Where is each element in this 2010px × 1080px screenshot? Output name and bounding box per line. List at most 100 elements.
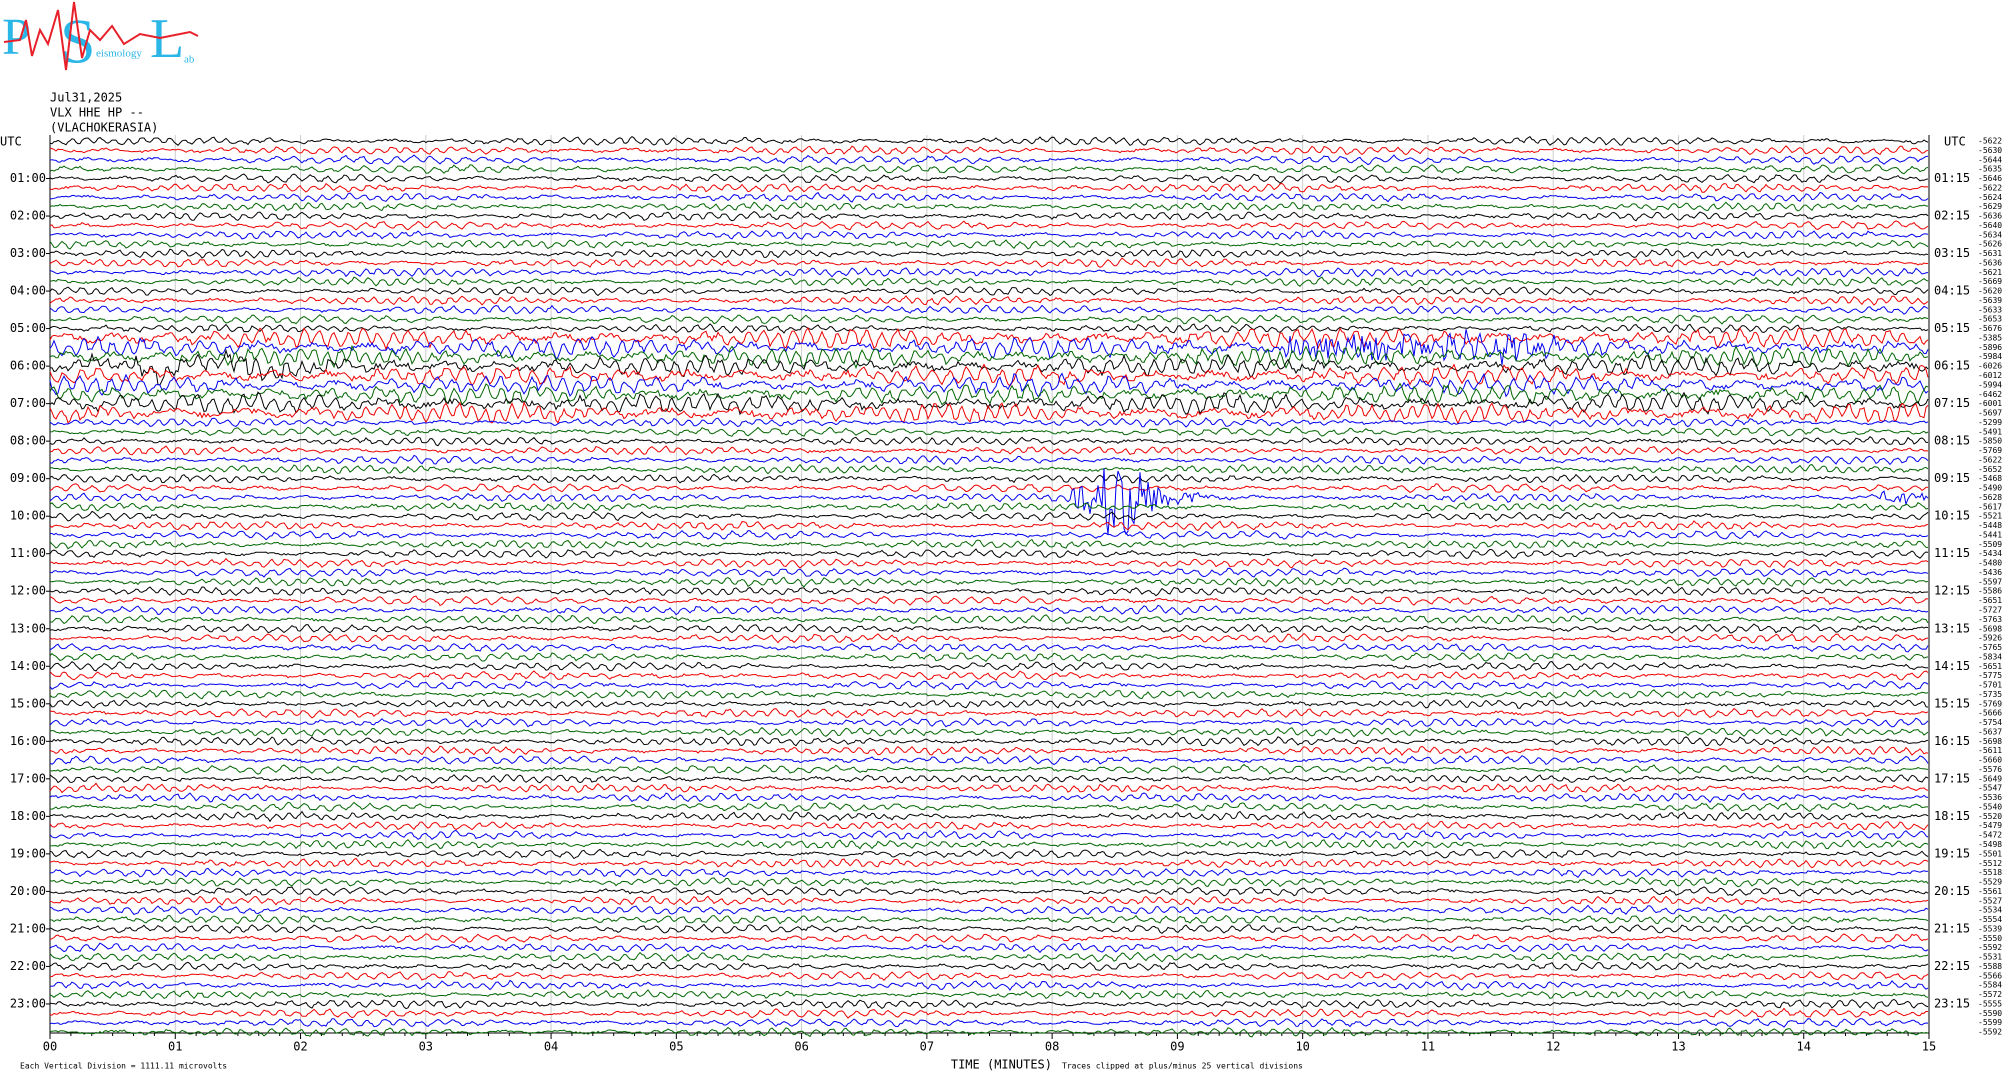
trace <box>49 323 1929 335</box>
trace <box>49 763 1929 775</box>
hour-label-right: 13:15 <box>1934 621 1970 635</box>
trace <box>50 229 1929 240</box>
trace <box>49 717 1929 728</box>
trace <box>49 417 1929 428</box>
hour-label-right: 17:15 <box>1934 771 1970 785</box>
x-tick-label: 03 <box>419 1040 433 1054</box>
hour-label-right: 08:15 <box>1934 434 1970 448</box>
traces <box>49 135 1929 1038</box>
trace-offset: -5501 <box>1978 849 2002 858</box>
trace <box>49 989 1929 1000</box>
trace-offset: -5498 <box>1978 840 2002 849</box>
trace <box>49 468 1929 536</box>
trace <box>49 182 1929 193</box>
trace-offset: -5491 <box>1978 427 2002 436</box>
hour-label: 23:00 <box>10 996 46 1010</box>
trace-offset: -5775 <box>1978 671 2002 680</box>
hour-label-right: 05:15 <box>1934 321 1970 335</box>
trace-offset: -5622 <box>1978 137 2002 146</box>
trace <box>49 820 1929 831</box>
hour-label: 19:00 <box>10 846 46 860</box>
trace <box>49 632 1929 644</box>
trace <box>49 689 1929 700</box>
hour-label-right: 01:15 <box>1934 171 1970 185</box>
x-tick-label: 14 <box>1797 1040 1811 1054</box>
logo-letter: P <box>2 9 31 66</box>
date: Jul31,2025 <box>50 91 122 105</box>
trace-offset: -5651 <box>1978 596 2002 605</box>
trace-offset: -5636 <box>1978 258 2002 267</box>
x-tick-label: 11 <box>1421 1040 1435 1054</box>
trace <box>49 829 1929 841</box>
trace-offset: -5555 <box>1978 999 2002 1008</box>
trace <box>49 557 1929 569</box>
trace-offset: -5850 <box>1978 437 2002 446</box>
trace-offset: -5566 <box>1978 971 2002 980</box>
hour-label: 21:00 <box>10 921 46 935</box>
trace <box>49 567 1929 578</box>
hour-label: 11:00 <box>10 546 46 560</box>
hour-label: 10:00 <box>10 509 46 523</box>
trace-offset: -5634 <box>1978 230 2002 239</box>
trace-offset: -5765 <box>1978 643 2002 652</box>
trace-offset: -6001 <box>1978 399 2002 408</box>
trace-offset: -5896 <box>1978 343 2002 352</box>
trace-offset: -5599 <box>1978 1018 2002 1027</box>
x-tick-label: 15 <box>1922 1040 1936 1054</box>
hour-label: 05:00 <box>10 321 46 335</box>
trace-offset: -5926 <box>1978 634 2002 643</box>
trace-offset: -5520 <box>1978 812 2002 821</box>
trace-offset: -5653 <box>1978 315 2002 324</box>
trace-offset: -5622 <box>1978 183 2002 192</box>
hour-label-right: 20:15 <box>1934 884 1970 898</box>
trace-offset: -5479 <box>1978 821 2002 830</box>
trace-offset: -5385 <box>1978 333 2002 342</box>
trace-offset: -5554 <box>1978 915 2002 924</box>
trace-offset: -5540 <box>1978 802 2002 811</box>
logo: P S L eismology ab <box>2 1 199 77</box>
trace <box>49 839 1929 850</box>
hour-label: 09:00 <box>10 471 46 485</box>
trace <box>49 680 1929 691</box>
trace <box>49 502 1929 512</box>
hour-label: 17:00 <box>10 771 46 785</box>
trace-offset: -5630 <box>1978 146 2002 155</box>
trace <box>49 463 1929 475</box>
trace <box>49 372 1929 398</box>
trace <box>49 267 1929 278</box>
trace <box>49 595 1929 607</box>
trace <box>49 538 1929 550</box>
trace-offset: -5611 <box>1978 746 2002 755</box>
trace <box>49 314 1929 325</box>
right-unit: UTC <box>1944 135 1966 149</box>
trace-offset: -5763 <box>1978 615 2002 624</box>
hour-label-right: 23:15 <box>1934 996 1970 1010</box>
trace-offset: -5621 <box>1978 268 2002 277</box>
trace <box>49 304 1929 315</box>
trace-offset: -5644 <box>1978 155 2002 164</box>
hour-label: 22:00 <box>10 959 46 973</box>
hour-label: 12:00 <box>10 584 46 598</box>
hour-label-right: 07:15 <box>1934 396 1970 410</box>
hour-label: 16:00 <box>10 734 46 748</box>
trace-offset: -5994 <box>1978 380 2002 389</box>
hour-label-right: 11:15 <box>1934 546 1970 560</box>
trace <box>49 436 1928 447</box>
hour-label: 13:00 <box>10 621 46 635</box>
trace <box>49 329 1929 365</box>
trace <box>49 154 1929 166</box>
trace-offset: -5436 <box>1978 568 2002 577</box>
trace <box>49 382 1929 406</box>
trace <box>49 548 1929 559</box>
trace <box>49 904 1929 916</box>
trace-offset: -5588 <box>1978 962 2002 971</box>
trace-offset: -5597 <box>1978 577 2002 586</box>
trace-offset: -5676 <box>1978 324 2002 333</box>
trace <box>49 164 1929 175</box>
trace <box>49 445 1929 456</box>
trace <box>49 1007 1929 1019</box>
trace <box>49 745 1929 756</box>
trace-offset: -5480 <box>1978 559 2002 568</box>
trace-offset: -5592 <box>1978 943 2002 952</box>
